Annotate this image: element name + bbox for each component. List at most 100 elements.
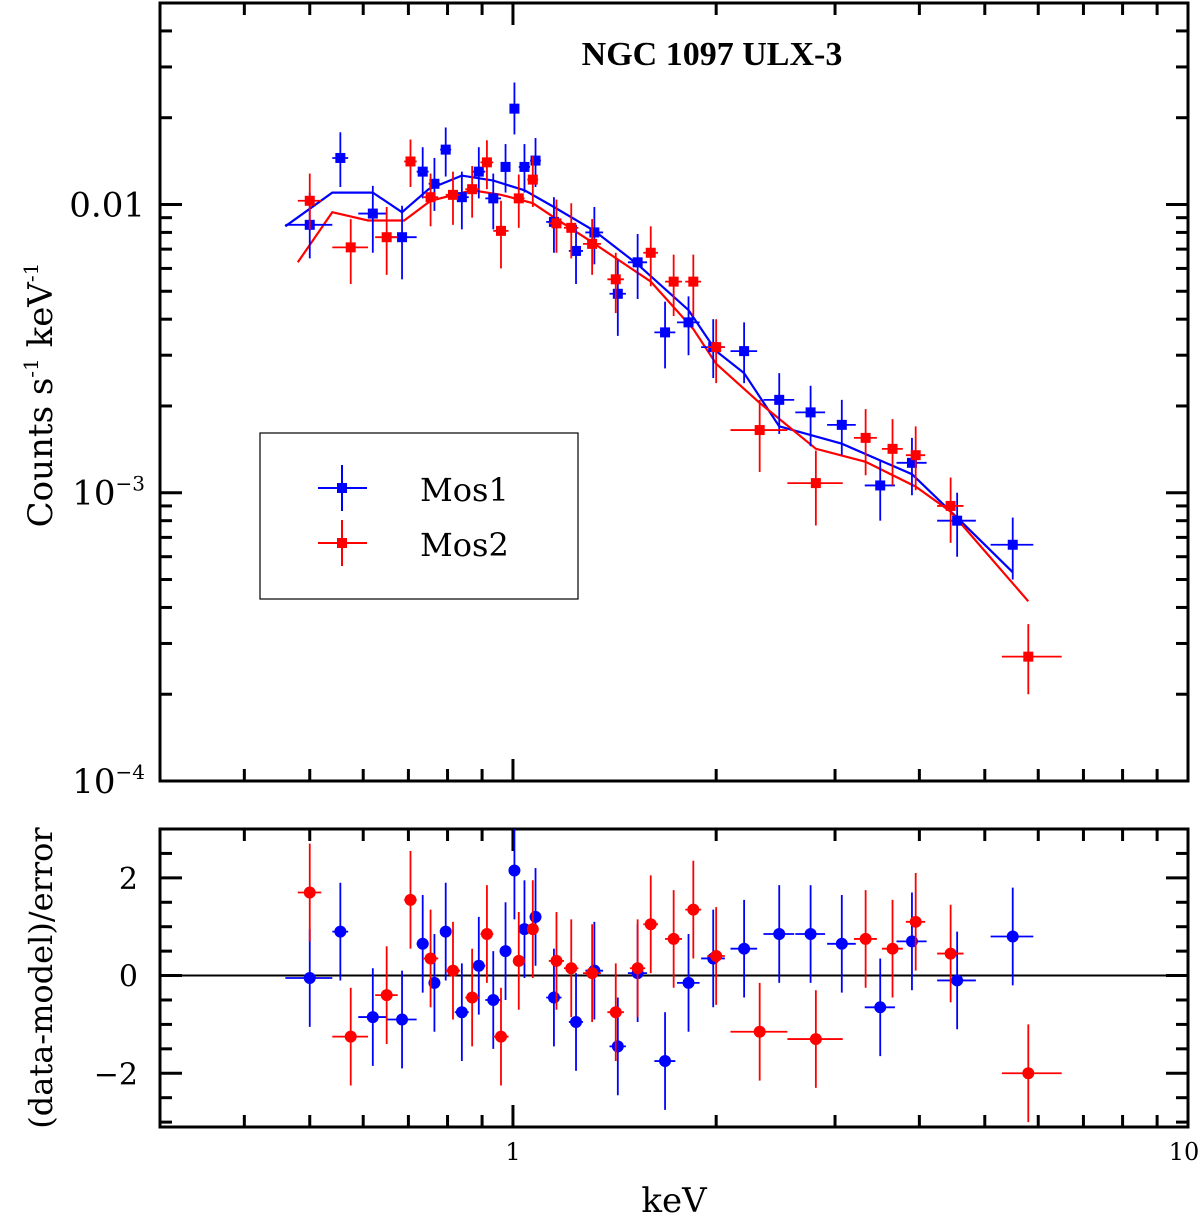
point-marker — [487, 993, 500, 1006]
point-marker — [467, 184, 478, 195]
point-marker — [667, 932, 680, 945]
data-point-mos2 — [404, 850, 417, 949]
legend-mos1-marker — [337, 483, 347, 493]
point-marker — [660, 327, 671, 338]
data-point-mos2 — [445, 921, 461, 1020]
data-point-mos2 — [493, 987, 509, 1086]
point-marker — [455, 1006, 468, 1019]
point-marker — [753, 1025, 766, 1038]
data-point-mos2 — [583, 924, 601, 1022]
point-marker — [570, 1015, 583, 1028]
data-point-mos2 — [422, 173, 439, 227]
data-point-mos2 — [1001, 624, 1062, 695]
point-marker — [345, 242, 356, 253]
point-marker — [688, 276, 699, 287]
point-marker — [566, 222, 577, 233]
point-marker — [951, 974, 964, 987]
point-marker — [611, 1040, 624, 1053]
data-point-mos1 — [454, 963, 469, 1062]
data-point-mos2 — [707, 319, 725, 384]
point-marker — [303, 972, 316, 984]
point-marker — [494, 1030, 507, 1043]
data-point-mos1 — [332, 132, 349, 187]
data-point-mos2 — [465, 165, 479, 218]
point-marker — [682, 976, 695, 989]
point-marker — [906, 457, 917, 468]
data-point-mos2 — [563, 919, 579, 1018]
data-point-mos2 — [607, 252, 624, 314]
data-point-mos1 — [358, 968, 387, 1066]
point-marker — [500, 161, 511, 172]
residual-y-tick-labels: 2 0 −2 — [94, 862, 138, 1092]
data-point-mos2 — [629, 919, 646, 1018]
data-point-mos2 — [787, 990, 843, 1088]
chart-title: NGC 1097 ULX-3 — [582, 36, 843, 73]
point-marker — [404, 893, 417, 906]
point-marker — [859, 932, 872, 945]
data-point-mos1 — [937, 931, 976, 1030]
data-point-mos2 — [643, 875, 658, 974]
point-marker — [739, 346, 750, 357]
point-marker — [910, 450, 921, 461]
residual-y-axis-label: (data-model)/error — [22, 827, 60, 1129]
point-marker — [512, 954, 525, 967]
data-point-mos1 — [509, 82, 520, 135]
data-point-mos1 — [485, 173, 501, 230]
point-marker — [835, 937, 848, 950]
data-point-mos1 — [795, 885, 826, 983]
data-point-mos2 — [548, 912, 564, 1010]
point-marker — [659, 1055, 672, 1068]
point-marker — [612, 288, 623, 299]
point-marker — [571, 245, 582, 256]
data-point-mos2 — [297, 843, 322, 942]
data-point-mos2 — [881, 419, 903, 486]
point-marker — [416, 937, 429, 950]
point-marker — [519, 161, 530, 172]
data-point-mos2 — [404, 139, 417, 187]
point-marker — [1023, 651, 1034, 662]
data-point-mos1 — [416, 147, 429, 199]
data-point-mos2 — [905, 426, 926, 491]
legend: Mos1 Mos2 — [259, 432, 579, 600]
data-point-mos1 — [730, 899, 758, 998]
point-marker — [466, 991, 479, 1004]
x-tick-label: 1 — [505, 1138, 520, 1166]
data-point-mos1 — [896, 437, 927, 496]
spectrum-data-points — [285, 82, 1062, 695]
x-tick-label: 10 — [1169, 1138, 1200, 1166]
point-marker — [609, 1006, 622, 1019]
point-marker — [804, 928, 817, 941]
point-marker — [874, 1001, 887, 1014]
data-point-mos2 — [480, 140, 494, 190]
point-marker — [773, 928, 786, 941]
data-point-mos1 — [332, 882, 349, 981]
point-marker — [836, 419, 847, 430]
data-point-mos1 — [499, 902, 512, 1000]
point-marker — [587, 238, 598, 249]
point-marker — [809, 1033, 822, 1046]
data-point-mos2 — [332, 987, 369, 1086]
point-marker — [495, 225, 506, 236]
data-point-mos2 — [480, 885, 494, 983]
data-point-mos2 — [937, 904, 964, 1003]
data-point-mos2 — [332, 219, 369, 284]
point-marker — [887, 443, 898, 454]
data-point-mos2 — [563, 203, 579, 259]
y-tick-label: −2 — [94, 1057, 138, 1092]
point-marker — [473, 166, 484, 177]
data-point-mos1 — [795, 385, 826, 447]
legend-box — [259, 432, 579, 600]
data-point-mos1 — [937, 492, 976, 557]
point-marker — [526, 923, 539, 936]
data-point-mos1 — [654, 1012, 676, 1110]
point-marker — [810, 478, 821, 489]
point-marker — [610, 274, 621, 285]
data-point-mos1 — [864, 958, 895, 1057]
data-point-mos2 — [607, 963, 624, 1062]
legend-mos1-label: Mos1 — [420, 471, 509, 509]
data-point-mos2 — [422, 909, 439, 1008]
data-point-mos1 — [439, 882, 452, 981]
data-point-mos2 — [375, 946, 398, 1044]
point-marker — [380, 989, 393, 1002]
